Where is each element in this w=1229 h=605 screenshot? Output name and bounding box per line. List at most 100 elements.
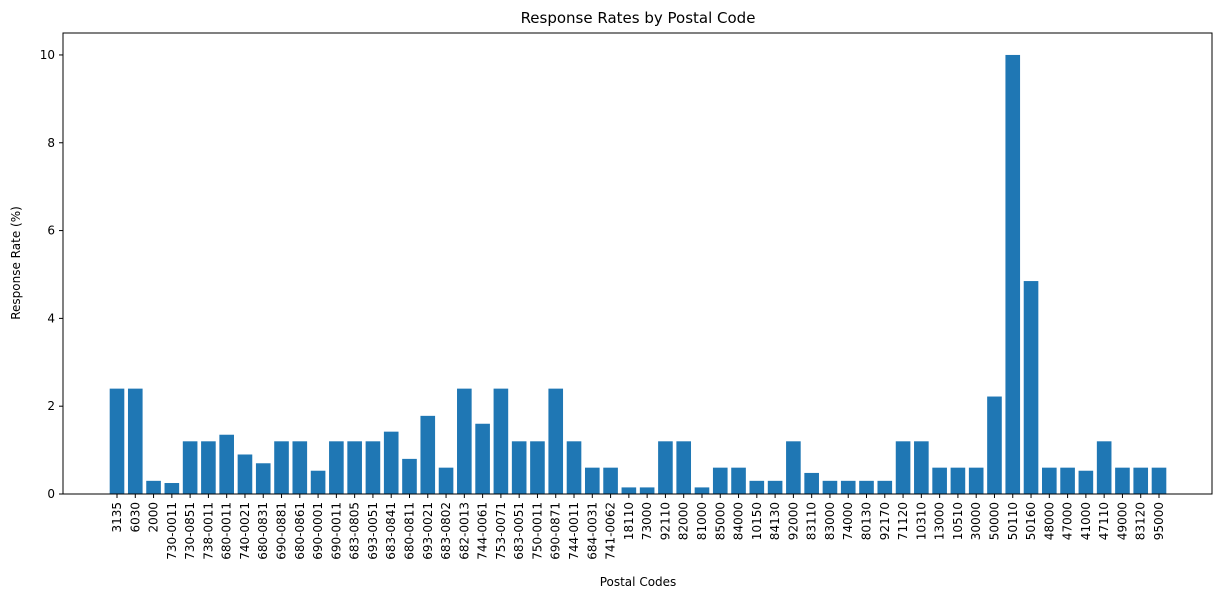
x-tick-label: 690-0001 bbox=[311, 502, 325, 560]
y-tick-label: 10 bbox=[40, 48, 55, 62]
x-tick-label: 730-0851 bbox=[183, 502, 197, 560]
x-tick-label: 684-0031 bbox=[585, 502, 599, 560]
x-tick-label: 683-0841 bbox=[384, 502, 398, 560]
bar-30000 bbox=[968, 467, 984, 494]
plot-frame bbox=[62, 32, 1213, 495]
bar-83120 bbox=[1133, 467, 1149, 494]
x-tick-label: 81000 bbox=[695, 502, 709, 540]
bar-50110 bbox=[1005, 54, 1021, 494]
x-tick-label: 3135 bbox=[110, 502, 124, 533]
x-tick-label: 82000 bbox=[677, 502, 691, 540]
bar-730-0851 bbox=[182, 441, 198, 494]
bar-2000 bbox=[146, 480, 161, 494]
x-tick-label: 47000 bbox=[1061, 502, 1075, 540]
bar-47110 bbox=[1096, 441, 1112, 494]
x-tick-label: 690-0881 bbox=[275, 502, 289, 560]
bar-690-0871 bbox=[548, 388, 564, 494]
x-tick-label: 744-0061 bbox=[476, 502, 490, 560]
bar-6030 bbox=[127, 388, 143, 494]
bar-92170 bbox=[877, 480, 893, 494]
chart-title: Response Rates by Postal Code bbox=[521, 9, 756, 27]
x-tick-label: 683-0051 bbox=[512, 502, 526, 560]
x-tick-label: 680-0011 bbox=[220, 502, 234, 560]
bar-683-0802 bbox=[438, 467, 454, 494]
x-tick-label: 84130 bbox=[768, 502, 782, 540]
x-tick-label: 730-0011 bbox=[165, 502, 179, 560]
x-tick-label: 10150 bbox=[750, 502, 764, 540]
x-tick-label: 48000 bbox=[1042, 502, 1056, 540]
bar-684-0031 bbox=[584, 467, 600, 494]
x-tick-label: 690-0011 bbox=[329, 502, 343, 560]
bar-47000 bbox=[1060, 467, 1075, 494]
y-tick-label: 0 bbox=[47, 487, 55, 501]
bar-744-0061 bbox=[475, 423, 490, 494]
x-tick-label: 683-0802 bbox=[439, 502, 453, 560]
x-tick-label: 92170 bbox=[878, 502, 892, 540]
x-tick-label: 92000 bbox=[786, 502, 800, 540]
bar-753-0071 bbox=[493, 388, 509, 494]
y-tick-label: 4 bbox=[47, 311, 55, 325]
bar-74000 bbox=[840, 480, 856, 494]
bar-680-0831 bbox=[255, 463, 271, 494]
x-tick-label: 50000 bbox=[987, 502, 1001, 540]
x-tick-label: 10310 bbox=[914, 502, 928, 540]
x-tick-label: 84000 bbox=[732, 502, 746, 540]
bar-693-0021 bbox=[420, 415, 436, 494]
x-tick-label: 83000 bbox=[823, 502, 837, 540]
bar-683-0805 bbox=[347, 441, 362, 494]
bar-683-0841 bbox=[383, 431, 399, 494]
x-axis-ticks: 3135 6030 2000 730-0011 730-0851 738-0011 680-… bbox=[110, 494, 1166, 560]
bar-690-0001 bbox=[310, 470, 326, 494]
bar-680-0861 bbox=[292, 441, 308, 494]
x-tick-label: 85000 bbox=[713, 502, 727, 540]
bar-80130 bbox=[859, 480, 874, 494]
bar-73000 bbox=[639, 487, 655, 494]
bar-92110 bbox=[658, 441, 673, 494]
x-axis-label: Postal Codes bbox=[600, 575, 677, 589]
bar-738-0011 bbox=[201, 441, 216, 494]
x-tick-label: 18110 bbox=[622, 502, 636, 540]
bar-50000 bbox=[987, 396, 1002, 494]
bar-741-0062 bbox=[603, 467, 618, 494]
x-tick-label: 95000 bbox=[1152, 502, 1166, 540]
x-tick-label: 750-0011 bbox=[530, 502, 544, 560]
bar-85000 bbox=[712, 467, 728, 494]
bar-690-0011 bbox=[329, 441, 344, 494]
x-tick-label: 2000 bbox=[147, 502, 161, 533]
bar-18110 bbox=[621, 487, 637, 494]
bar-95000 bbox=[1151, 467, 1167, 494]
bar-50160 bbox=[1023, 281, 1039, 494]
bar-680-0811 bbox=[402, 458, 417, 494]
x-tick-label: 71120 bbox=[896, 502, 910, 540]
bar-41000 bbox=[1078, 470, 1094, 494]
x-tick-label: 83120 bbox=[1134, 502, 1148, 540]
bar-740-0021 bbox=[237, 454, 253, 494]
bar-84130 bbox=[767, 480, 783, 494]
bar-690-0881 bbox=[274, 441, 289, 494]
x-tick-label: 73000 bbox=[640, 502, 654, 540]
x-tick-label: 10510 bbox=[951, 502, 965, 540]
x-tick-label: 680-0831 bbox=[256, 502, 270, 560]
x-tick-label: 30000 bbox=[969, 502, 983, 540]
bar-10310 bbox=[914, 441, 929, 494]
x-tick-label: 744-0011 bbox=[567, 502, 581, 560]
bar-682-0013 bbox=[457, 388, 472, 494]
x-tick-label: 740-0021 bbox=[238, 502, 252, 560]
bar-84000 bbox=[731, 467, 746, 494]
x-tick-label: 741-0062 bbox=[604, 502, 618, 560]
x-tick-label: 92110 bbox=[658, 502, 672, 540]
x-tick-label: 74000 bbox=[841, 502, 855, 540]
bar-683-0051 bbox=[511, 441, 527, 494]
y-tick-label: 6 bbox=[47, 224, 55, 238]
bar-730-0011 bbox=[164, 483, 180, 494]
bar-13000 bbox=[932, 467, 947, 494]
bar-81000 bbox=[694, 487, 710, 494]
x-tick-label: 13000 bbox=[933, 502, 947, 540]
bar-10150 bbox=[749, 480, 765, 494]
x-tick-label: 41000 bbox=[1079, 502, 1093, 540]
x-tick-label: 690-0871 bbox=[549, 502, 563, 560]
x-tick-label: 682-0013 bbox=[457, 502, 471, 560]
bar-49000 bbox=[1115, 467, 1130, 494]
